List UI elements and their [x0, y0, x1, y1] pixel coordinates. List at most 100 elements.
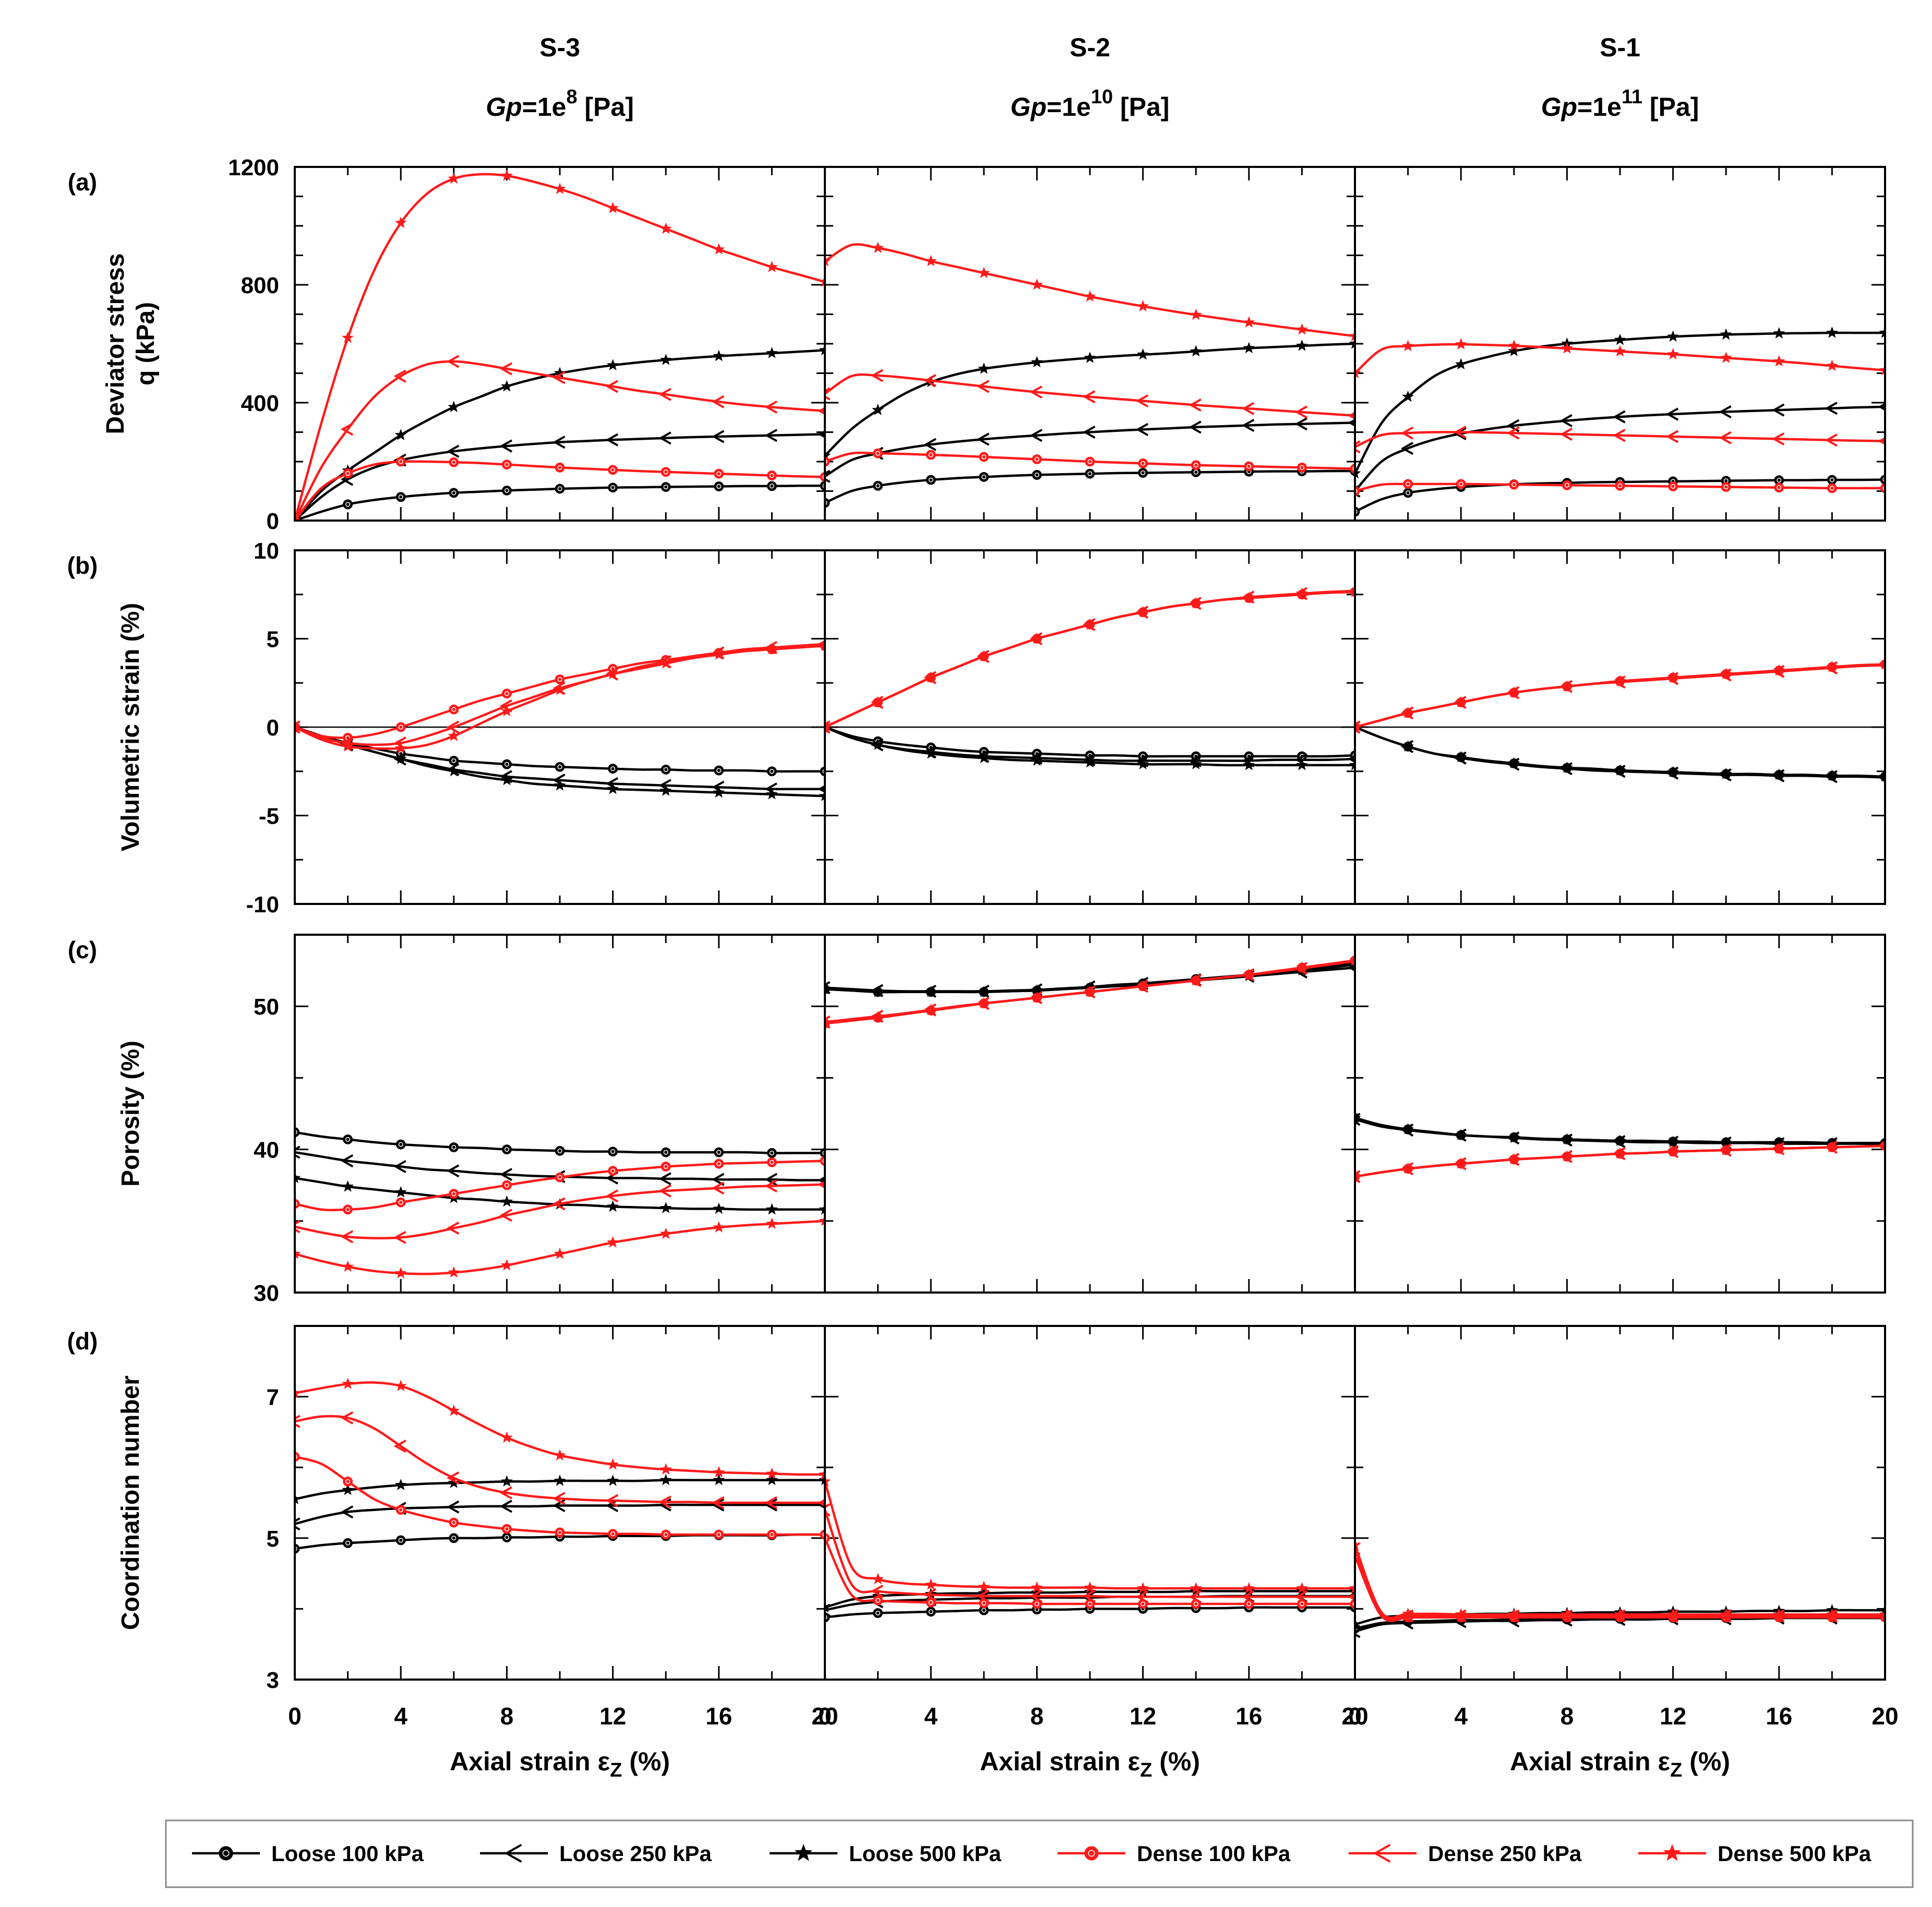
data-point	[713, 1202, 725, 1214]
data-point	[342, 1180, 354, 1192]
data-point	[1190, 345, 1202, 357]
series-line-dense-250-kpa	[1355, 664, 1885, 729]
legend-marker	[1373, 1844, 1391, 1863]
series-line-loose-250-kpa	[1355, 405, 1885, 492]
data-point	[1085, 456, 1095, 467]
data-point	[818, 1499, 825, 1507]
data-point	[712, 395, 725, 408]
data-point	[499, 1168, 512, 1181]
gp-symbol: Gp	[486, 92, 522, 122]
data-point	[658, 1172, 671, 1186]
data-point	[449, 704, 459, 715]
data-point	[979, 472, 989, 482]
data-point	[501, 1259, 513, 1271]
data-point	[1243, 758, 1255, 770]
column-title: S-1	[1600, 33, 1640, 62]
y-tick-label: -5	[259, 804, 279, 829]
data-point	[764, 1179, 777, 1193]
data-point	[1562, 480, 1572, 490]
series-markers	[825, 721, 1355, 770]
data-point	[712, 430, 725, 443]
data-point	[1719, 405, 1732, 419]
data-point	[1400, 706, 1414, 720]
data-point	[395, 1197, 406, 1208]
series-markers	[295, 1214, 825, 1278]
data-point	[342, 1483, 354, 1495]
data-point	[1720, 328, 1732, 340]
data-point	[923, 1588, 937, 1601]
data-point	[499, 439, 512, 453]
legend-item: Loose 500 kPa	[770, 1841, 1001, 1866]
series-markers	[825, 587, 1355, 732]
data-point	[1083, 390, 1096, 404]
panel-grid: (a)Deviator stress q (kPa)04008001200(b)V…	[67, 155, 1886, 1693]
data-point	[713, 648, 725, 660]
data-point	[1825, 402, 1838, 415]
x-tick-label: 0	[818, 1703, 832, 1730]
data-point	[1031, 356, 1043, 368]
data-point	[449, 488, 459, 498]
data-point	[659, 354, 672, 365]
data-point	[873, 480, 883, 491]
data-point	[1614, 1608, 1626, 1620]
data-point	[607, 782, 619, 794]
data-point	[449, 457, 459, 467]
data-point	[295, 1517, 301, 1531]
gp-equals: =1e	[1577, 92, 1622, 122]
data-point	[447, 355, 460, 368]
panel-d-1	[294, 1325, 826, 1681]
data-point	[825, 387, 831, 401]
data-point	[447, 1471, 460, 1485]
data-point	[295, 720, 301, 734]
data-point	[295, 1172, 301, 1184]
data-point	[1665, 430, 1679, 443]
x-label-subscript: Z	[610, 1759, 622, 1781]
y-tick-label: 7	[267, 1385, 279, 1410]
data-point	[395, 492, 406, 502]
data-point	[447, 1221, 460, 1235]
data-point	[1879, 658, 1885, 670]
data-point	[605, 380, 619, 393]
x-tick-label: 16	[1235, 1703, 1262, 1730]
data-point	[1774, 475, 1784, 485]
series-markers	[825, 722, 1355, 762]
data-point	[343, 1476, 353, 1487]
data-point	[1400, 740, 1414, 753]
legend-item: Loose 250 kPa	[480, 1841, 712, 1866]
data-point	[1135, 1590, 1149, 1603]
data-point	[925, 1578, 937, 1590]
series-line-dense-500-kpa	[1355, 1544, 1885, 1619]
data-point	[766, 643, 778, 655]
data-point	[449, 1517, 459, 1528]
data-point	[1825, 1609, 1838, 1623]
data-point	[819, 639, 825, 651]
y-tick-label: 50	[254, 994, 279, 1020]
data-point	[448, 1477, 460, 1488]
legend-item: Dense 250 kPa	[1349, 1841, 1582, 1866]
panel-label: (d)	[67, 1327, 98, 1355]
data-point	[1508, 345, 1520, 356]
series-markers	[825, 587, 1355, 734]
data-point	[553, 1492, 566, 1505]
y-tick-label: 0	[267, 715, 279, 741]
series-line-dense-250-kpa	[1355, 431, 1885, 448]
series-markers	[295, 456, 825, 521]
data-point	[1190, 597, 1202, 609]
data-point	[1348, 1592, 1355, 1601]
data-point	[872, 696, 884, 708]
data-point	[447, 444, 460, 458]
data-point	[605, 1189, 619, 1203]
data-point	[764, 429, 777, 442]
data-point	[1665, 1609, 1679, 1623]
data-point	[502, 485, 512, 496]
legend-label: Loose 250 kPa	[559, 1841, 712, 1866]
legend: Loose 100 kPa Loose 250 kPa Loose 500 kPa D…	[165, 1819, 1914, 1888]
data-point	[978, 267, 990, 279]
x-axis-label: Axial strain εZ (%)	[1510, 1747, 1730, 1781]
series-group	[825, 954, 1355, 1029]
data-point	[607, 1475, 619, 1486]
panel-frame	[824, 1325, 1356, 1681]
series-group	[295, 170, 825, 521]
data-point	[978, 752, 990, 763]
series-markers	[1355, 1139, 1885, 1182]
